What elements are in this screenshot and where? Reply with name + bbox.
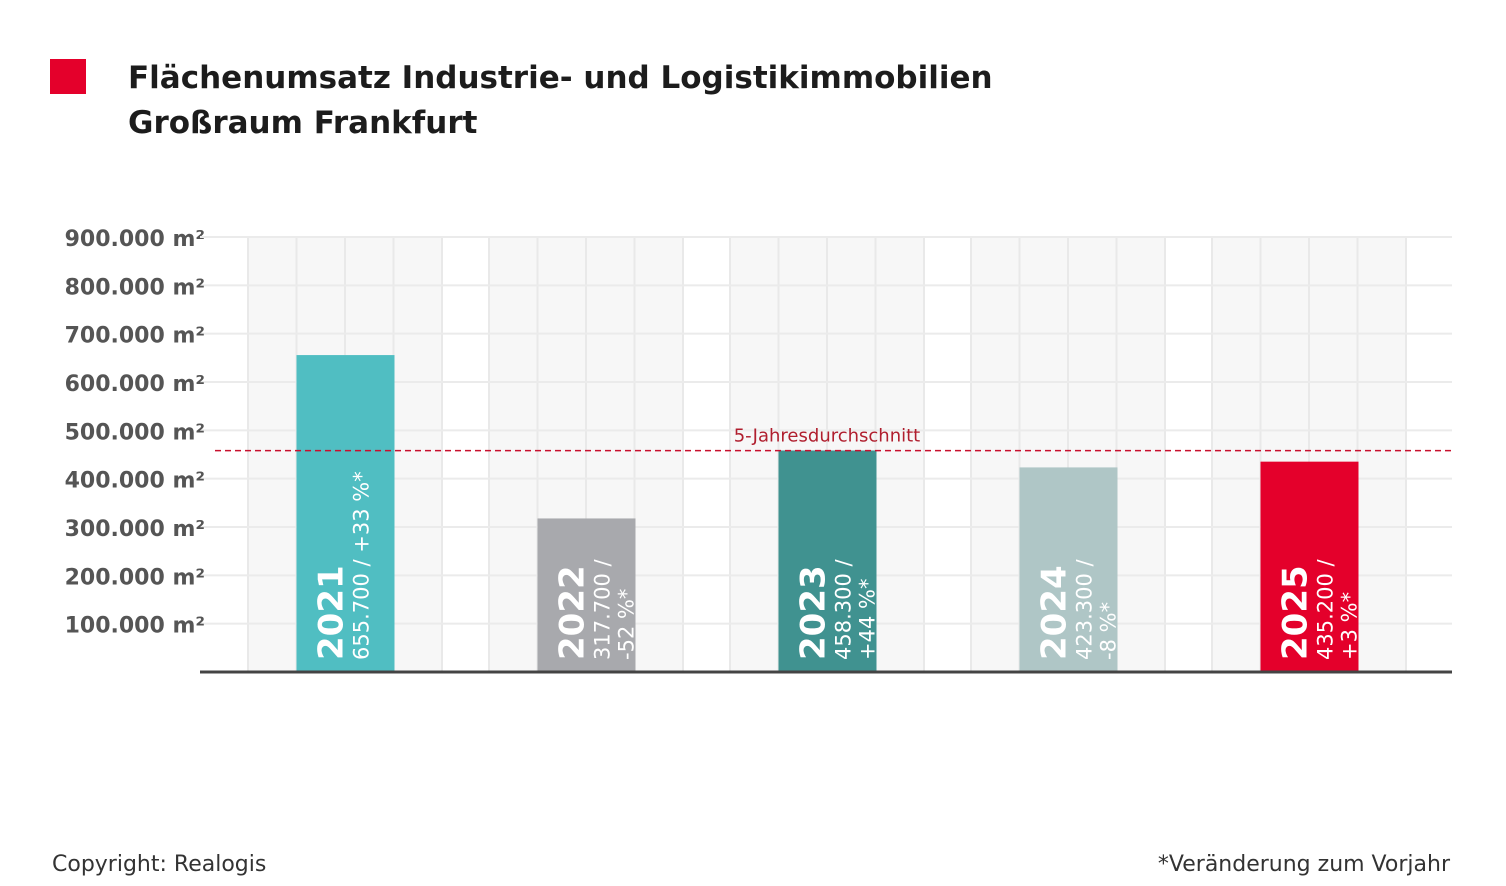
bar-year-label: 2024 (1035, 565, 1075, 660)
footnote: *Veränderung zum Vorjahr (1157, 852, 1450, 877)
y-tick-label: 500.000 m² (65, 420, 205, 445)
y-tick-label: 100.000 m² (65, 614, 205, 639)
bar-value-label: 655.700 / +33 %* (350, 471, 374, 660)
title-marker (50, 59, 86, 94)
bar-value-label: -52 %* (615, 589, 639, 660)
bar-year-label: 2023 (794, 565, 834, 660)
copyright-note: Copyright: Realogis (52, 852, 267, 877)
bar-year-label: 2025 (1276, 565, 1316, 660)
bar-value-label: 435.200 / (1314, 558, 1338, 660)
bar-year-label: 2021 (312, 565, 352, 660)
bar-value-label: 458.300 / (832, 558, 856, 660)
title-line-1: Flächenumsatz Industrie- und Logistikimm… (128, 60, 993, 96)
y-tick-label: 300.000 m² (65, 517, 205, 542)
bar-value-label: +3 %* (1338, 592, 1362, 660)
y-tick-label: 900.000 m² (65, 227, 205, 252)
bar-2023 (778, 450, 877, 672)
bar-value-label: +44 %* (856, 579, 880, 660)
bar-2025 (1260, 461, 1359, 672)
y-tick-label: 800.000 m² (65, 275, 205, 300)
bar-year-label: 2022 (553, 565, 593, 660)
bar-value-label: 423.300 / (1073, 558, 1097, 660)
bar-2024 (1019, 467, 1118, 672)
y-tick-label: 600.000 m² (65, 372, 205, 397)
y-tick-label: 200.000 m² (65, 565, 205, 590)
y-tick-label: 400.000 m² (65, 469, 205, 494)
bar-value-label: -8 %* (1097, 602, 1121, 660)
y-tick-label: 700.000 m² (65, 324, 205, 349)
chart-title: Flächenumsatz Industrie- und Logistikimm… (128, 56, 993, 146)
reference-line-label: 5-Jahresdurchschnitt (734, 426, 921, 447)
bar-2022 (537, 518, 636, 672)
bar-2021 (296, 355, 395, 672)
bar-value-label: 317.700 / (591, 558, 615, 660)
title-line-2: Großraum Frankfurt (128, 105, 478, 141)
